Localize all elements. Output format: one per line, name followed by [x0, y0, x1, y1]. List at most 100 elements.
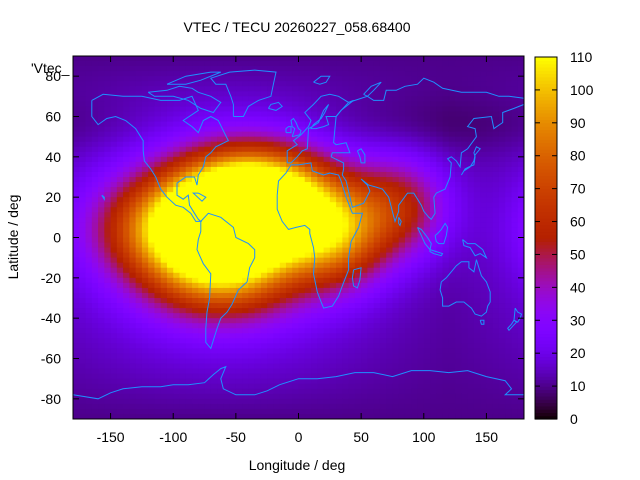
- heat-cell: [436, 308, 444, 314]
- heat-cell: [116, 151, 124, 158]
- heat-cell: [248, 217, 256, 223]
- heat-cell: [166, 368, 174, 375]
- heat-cell: [267, 111, 275, 118]
- heat-cell: [342, 383, 350, 390]
- heat-cell: [329, 323, 337, 329]
- heat-cell: [379, 323, 387, 329]
- heat-cell: [348, 131, 356, 138]
- heat-cell: [498, 313, 506, 319]
- heat-cell: [511, 116, 519, 123]
- heat-cell: [298, 111, 306, 118]
- heat-cell: [260, 131, 268, 138]
- heat-cell: [517, 126, 524, 133]
- heat-cell: [517, 252, 524, 259]
- heat-cell: [91, 318, 99, 324]
- heat-cell: [79, 156, 87, 163]
- heat-cell: [229, 353, 237, 360]
- heat-cell: [123, 237, 130, 244]
- heat-cell: [430, 227, 437, 234]
- heat-cell: [242, 136, 249, 143]
- heat-cell: [73, 313, 80, 319]
- heat-cell: [260, 171, 268, 178]
- heat-cell: [517, 146, 524, 153]
- heat-cell: [292, 363, 300, 370]
- heat-cell: [379, 298, 387, 304]
- heat-cell: [417, 207, 425, 213]
- heat-cell: [260, 292, 268, 299]
- heat-cell: [73, 338, 80, 344]
- heat-cell: [455, 141, 462, 148]
- heat-cell: [242, 212, 249, 218]
- heat-cell: [123, 116, 130, 123]
- heat-cell: [242, 227, 249, 234]
- heat-cell: [91, 136, 99, 143]
- heat-cell: [455, 358, 462, 365]
- heat-cell: [123, 76, 130, 82]
- heat-cell: [329, 267, 337, 274]
- heat-cell: [248, 136, 256, 143]
- heat-cell: [386, 106, 394, 113]
- heat-cell: [235, 106, 243, 113]
- heat-cell: [379, 308, 387, 314]
- heat-cell: [135, 71, 143, 77]
- heat-cell: [411, 232, 419, 239]
- heat-cell: [398, 116, 406, 123]
- heat-cell: [317, 166, 325, 173]
- heat-cell: [367, 131, 375, 138]
- heat-cell: [260, 207, 268, 213]
- heat-cell: [317, 378, 325, 385]
- heat-cell: [185, 227, 193, 234]
- heat-cell: [348, 222, 356, 229]
- heat-cell: [229, 136, 237, 143]
- heat-cell: [430, 197, 437, 203]
- heat-cell: [498, 237, 506, 244]
- heat-cell: [210, 66, 218, 72]
- heat-cell: [85, 292, 93, 299]
- heat-cell: [336, 151, 343, 158]
- heat-cell: [198, 323, 206, 329]
- heat-cell: [116, 56, 124, 62]
- heat-cell: [179, 343, 187, 350]
- heat-cell: [467, 71, 475, 77]
- heat-cell: [498, 86, 506, 92]
- heat-cell: [135, 368, 143, 375]
- heat-cell: [98, 71, 105, 77]
- heat-cell: [448, 247, 456, 254]
- heat-cell: [492, 182, 500, 188]
- heat-cell: [317, 247, 325, 254]
- heat-cell: [354, 222, 362, 229]
- heat-cell: [285, 222, 293, 229]
- heat-cell: [304, 187, 312, 193]
- heat-cell: [348, 227, 356, 234]
- heat-cell: [455, 338, 462, 344]
- heat-cell: [498, 202, 506, 208]
- heat-cell: [373, 222, 381, 229]
- heat-cell: [404, 237, 412, 244]
- heat-cell: [273, 242, 281, 249]
- heat-cell: [185, 292, 193, 299]
- heat-cell: [505, 171, 513, 178]
- heat-cell: [505, 277, 513, 284]
- heat-cell: [242, 232, 249, 239]
- heat-cell: [304, 267, 312, 274]
- heat-cell: [260, 338, 268, 344]
- heat-cell: [129, 338, 137, 344]
- heat-cell: [217, 207, 224, 213]
- heat-cell: [279, 126, 287, 133]
- heat-cell: [398, 282, 406, 289]
- heat-cell: [442, 393, 450, 400]
- heat-cell: [411, 247, 419, 254]
- heat-cell: [367, 217, 375, 223]
- heat-cell: [91, 161, 99, 168]
- heat-cell: [436, 393, 444, 400]
- heat-cell: [517, 237, 524, 244]
- heat-cell: [361, 222, 368, 229]
- heat-cell: [398, 111, 406, 118]
- heat-cell: [192, 202, 199, 208]
- heat-cell: [154, 393, 162, 400]
- heat-cell: [85, 298, 93, 304]
- heat-cell: [129, 328, 137, 334]
- heat-cell: [248, 182, 256, 188]
- heat-cell: [229, 363, 237, 370]
- heat-cell: [404, 161, 412, 168]
